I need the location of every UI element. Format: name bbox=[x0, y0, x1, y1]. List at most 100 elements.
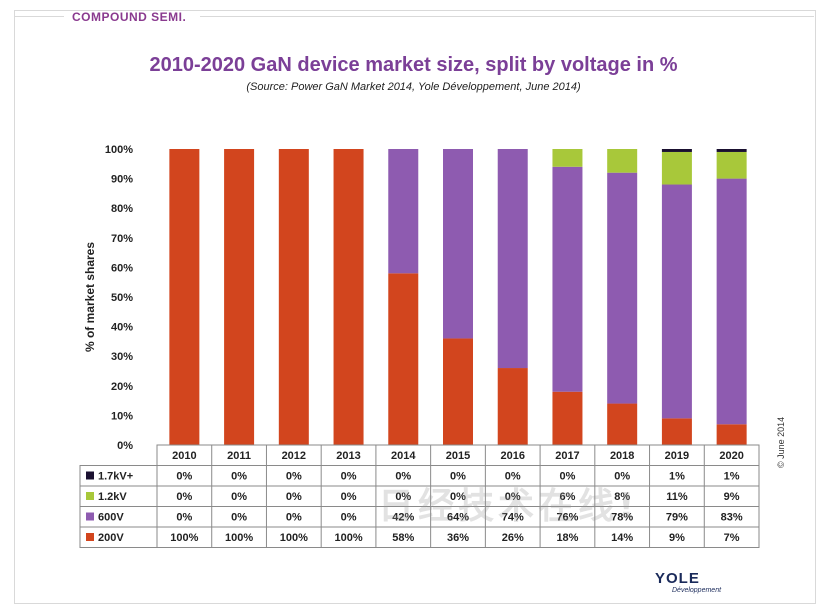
bar-segment bbox=[552, 166, 583, 392]
data-label: 0% bbox=[614, 471, 630, 483]
data-label: 0% bbox=[505, 471, 521, 483]
x-tick-label: 2011 bbox=[227, 450, 251, 462]
data-label: 0% bbox=[450, 491, 466, 503]
x-tick-label: 2014 bbox=[391, 450, 416, 462]
data-label: 0% bbox=[231, 471, 247, 483]
bar-segment bbox=[607, 403, 638, 445]
data-label: 0% bbox=[286, 491, 302, 503]
legend-swatch bbox=[86, 512, 94, 521]
y-tick-label: 10% bbox=[111, 410, 133, 422]
bar-segment bbox=[607, 172, 638, 404]
data-label: 0% bbox=[395, 491, 411, 503]
data-label: 0% bbox=[341, 491, 357, 503]
watermark: 日经技术在线! bbox=[378, 486, 639, 527]
bar-segment bbox=[716, 151, 747, 179]
data-label: 9% bbox=[669, 532, 685, 544]
bar-segment bbox=[443, 149, 473, 339]
slide-frame bbox=[14, 10, 816, 604]
bar-segment bbox=[716, 149, 747, 152]
data-label: 78% bbox=[611, 512, 633, 524]
header-rule-left bbox=[14, 16, 64, 17]
data-label: 8% bbox=[614, 491, 630, 503]
legend-label: 1.2kV bbox=[98, 491, 127, 503]
data-label: 100% bbox=[280, 532, 308, 544]
legend-swatch bbox=[86, 533, 94, 541]
bar-segment bbox=[607, 149, 638, 173]
chart-title: 2010-2020 GaN device market size, split … bbox=[149, 54, 678, 76]
data-label: 0% bbox=[341, 512, 357, 524]
data-label: 64% bbox=[447, 512, 469, 524]
data-label: 83% bbox=[721, 512, 743, 524]
data-label: 58% bbox=[392, 532, 414, 544]
x-tick-label: 2019 bbox=[665, 450, 689, 462]
bar-segment bbox=[388, 149, 419, 274]
data-label: 0% bbox=[341, 471, 357, 483]
y-axis-label: % of market shares bbox=[83, 242, 97, 352]
header-rule-right bbox=[200, 16, 814, 17]
legend-label: 1.7kV+ bbox=[98, 471, 133, 483]
data-label: 79% bbox=[666, 512, 688, 524]
data-label: 76% bbox=[556, 512, 578, 524]
data-label: 0% bbox=[231, 491, 247, 503]
data-label: 0% bbox=[231, 512, 247, 524]
x-tick-label: 2015 bbox=[446, 450, 470, 462]
copyright-note: © June 2014 bbox=[776, 416, 786, 468]
y-tick-label: 40% bbox=[111, 322, 133, 334]
x-tick-label: 2017 bbox=[555, 450, 579, 462]
y-tick-label: 70% bbox=[111, 233, 133, 245]
data-label: 0% bbox=[286, 512, 302, 524]
x-tick-label: 2020 bbox=[719, 450, 743, 462]
yole-logo-subtitle: Développement bbox=[672, 587, 722, 594]
data-label: 42% bbox=[392, 512, 414, 524]
yole-logo: YOLE bbox=[655, 570, 700, 587]
chart-subtitle: (Source: Power GaN Market 2014, Yole Dév… bbox=[246, 81, 581, 93]
data-label: 14% bbox=[611, 532, 633, 544]
bar-segment bbox=[552, 149, 583, 167]
data-label: 0% bbox=[560, 471, 576, 483]
bar-segment bbox=[497, 149, 528, 369]
data-label: 0% bbox=[395, 471, 411, 483]
y-tick-label: 100% bbox=[105, 144, 133, 156]
x-tick-label: 2018 bbox=[610, 450, 634, 462]
legend-label: 200V bbox=[98, 532, 124, 544]
data-label: 74% bbox=[502, 512, 524, 524]
data-label: 100% bbox=[170, 532, 198, 544]
data-label: 26% bbox=[502, 532, 524, 544]
data-label: 18% bbox=[556, 532, 578, 544]
bar-segment bbox=[552, 391, 583, 445]
y-tick-label: 60% bbox=[111, 262, 133, 274]
data-label: 36% bbox=[447, 532, 469, 544]
y-tick-label: 50% bbox=[111, 292, 133, 304]
bar-segment bbox=[661, 418, 692, 445]
bar-segment bbox=[169, 149, 200, 445]
bar-segment bbox=[333, 149, 364, 445]
bar-segment bbox=[716, 178, 747, 425]
bar-segment bbox=[278, 149, 309, 445]
y-tick-label: 90% bbox=[111, 174, 133, 186]
data-label: 0% bbox=[450, 471, 466, 483]
data-label: 6% bbox=[560, 491, 576, 503]
data-label: 0% bbox=[176, 491, 192, 503]
data-label: 7% bbox=[724, 532, 740, 544]
x-tick-label: 2010 bbox=[172, 450, 196, 462]
data-label: 0% bbox=[176, 471, 192, 483]
data-label: 0% bbox=[286, 471, 302, 483]
x-tick-label: 2012 bbox=[282, 450, 306, 462]
data-label: 1% bbox=[669, 471, 685, 483]
y-tick-label: 30% bbox=[111, 351, 133, 363]
y-tick-label: 80% bbox=[111, 203, 133, 215]
legend-swatch bbox=[86, 471, 94, 480]
data-label: 1% bbox=[724, 471, 740, 483]
bar-segment bbox=[716, 424, 747, 445]
bar-segment bbox=[388, 273, 419, 445]
brand-label: COMPOUND SEMI. bbox=[72, 10, 187, 24]
legend-swatch bbox=[86, 492, 94, 500]
data-label: 9% bbox=[724, 491, 740, 503]
y-tick-label: 20% bbox=[111, 381, 133, 393]
data-label: 0% bbox=[505, 491, 521, 503]
data-label: 100% bbox=[334, 532, 362, 544]
x-tick-label: 2013 bbox=[336, 450, 360, 462]
bar-segment bbox=[661, 149, 692, 152]
bar-segment bbox=[497, 368, 528, 445]
